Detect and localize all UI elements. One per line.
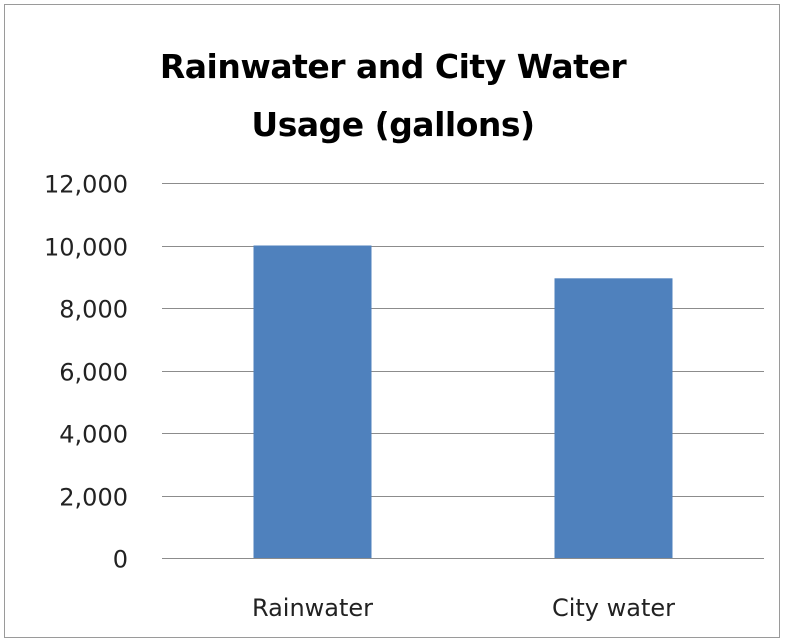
y-tick-label: 12,000 — [44, 171, 128, 199]
gridlines — [162, 183, 764, 559]
y-tick-label: 0 — [113, 546, 128, 574]
bar-city-water — [554, 278, 673, 558]
bars — [253, 245, 673, 558]
x-category-label: City water — [552, 594, 675, 622]
bar-rainwater — [253, 245, 372, 558]
x-category-label: Rainwater — [252, 594, 373, 622]
y-tick-label: 4,000 — [59, 421, 128, 449]
y-tick-label: 10,000 — [44, 234, 128, 262]
y-tick-label: 2,000 — [59, 484, 128, 512]
y-tick-label: 6,000 — [59, 359, 128, 387]
chart-title-line-1: Rainwater and City Water — [159, 47, 627, 86]
chart-title-line-2: Usage (gallons) — [251, 105, 535, 144]
y-tick-label: 8,000 — [59, 296, 128, 324]
x-axis-category-labels: Rainwater City water — [252, 594, 675, 622]
chart-title: Rainwater and City Water Usage (gallons) — [0, 38, 786, 154]
y-axis-tick-labels: 0 2,000 4,000 6,000 8,000 10,000 12,000 — [44, 171, 128, 574]
